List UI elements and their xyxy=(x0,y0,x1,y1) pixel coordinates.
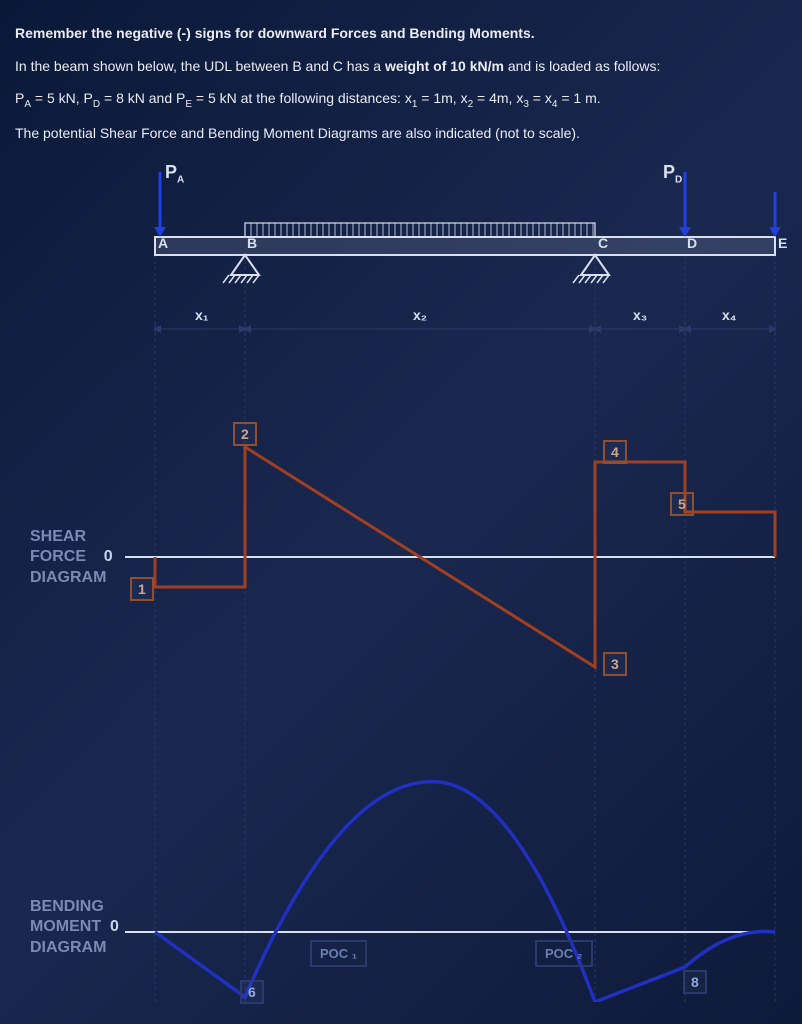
poc1: POC ₁ xyxy=(310,940,367,967)
box-8: 8 xyxy=(683,970,707,994)
bmd-title: BENDING MOMENT 0 DIAGRAM xyxy=(30,897,119,959)
box-3: 3 xyxy=(603,652,627,676)
line4: The potential Shear Force and Bending Mo… xyxy=(15,120,787,147)
problem-statement: Remember the negative (-) signs for down… xyxy=(15,20,787,147)
label-PA: PA xyxy=(165,162,184,186)
label-x2: x₂ xyxy=(413,307,427,323)
label-B: B xyxy=(247,235,257,251)
line1: Remember the negative (-) signs for down… xyxy=(15,25,535,41)
line3: PA = 5 kN, PD = 8 kN and PE = 5 kN at th… xyxy=(15,85,787,114)
box-4: 4 xyxy=(603,440,627,464)
label-A: A xyxy=(158,235,168,251)
label-C: C xyxy=(598,235,608,251)
diagram-area: PA PD A B C D E x₁ x₂ x₃ x₄ SHEAR FORCE … xyxy=(15,162,785,1002)
label-x3: x₃ xyxy=(633,307,647,323)
line2: In the beam shown below, the UDL between… xyxy=(15,53,787,80)
box-2: 2 xyxy=(233,422,257,446)
label-x4: x₄ xyxy=(722,307,736,323)
box-6: 6 xyxy=(240,980,264,1004)
label-D: D xyxy=(687,235,697,251)
poc2: POC ₂ xyxy=(535,940,593,967)
box-1: 1 xyxy=(130,577,154,601)
sfd-title: SHEAR FORCE 0 DIAGRAM xyxy=(30,527,113,589)
label-x1: x₁ xyxy=(195,307,209,323)
label-PD: PD xyxy=(663,162,682,186)
label-E: E xyxy=(778,235,787,251)
box-5: 5 xyxy=(670,492,694,516)
